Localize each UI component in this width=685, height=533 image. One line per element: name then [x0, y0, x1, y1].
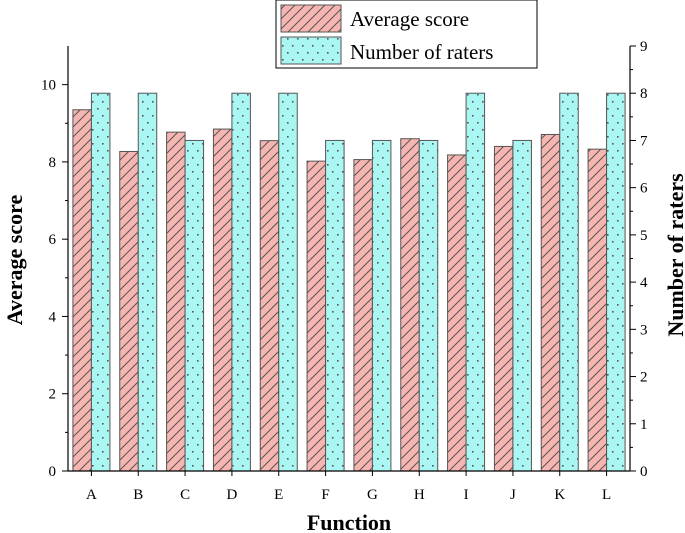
- x-tick-label: L: [602, 487, 611, 503]
- x-tick-label: J: [510, 487, 516, 503]
- legend: Average score Number of raters: [275, 0, 538, 69]
- bar-number-of-raters-E: [278, 92, 298, 472]
- bar-average-score-C: [166, 131, 186, 472]
- y2-tick-label: 1: [640, 417, 648, 433]
- bar-average-score-J: [493, 145, 514, 472]
- legend-swatch-number-of-raters: [280, 36, 342, 65]
- average-score-bars: [72, 109, 608, 472]
- bar-average-score-I: [447, 154, 467, 472]
- bar-average-score-H: [400, 138, 420, 472]
- x-tick-label: C: [180, 487, 190, 503]
- bar-average-score-A: [72, 109, 92, 472]
- bar-number-of-raters-D: [231, 92, 251, 472]
- y2-axis-title: Number of raters: [663, 173, 685, 337]
- y-tick-label: 4: [49, 309, 57, 325]
- bar-number-of-raters-F: [325, 139, 345, 472]
- y-tick-label: 2: [49, 387, 57, 403]
- x-tick-label: H: [414, 487, 425, 503]
- bar-average-score-K: [540, 133, 561, 472]
- y2-tick-label: 4: [640, 275, 648, 291]
- y2-tick-label: 7: [640, 133, 648, 149]
- bar-number-of-raters-J: [512, 139, 532, 472]
- x-tick-label: G: [367, 487, 378, 503]
- bar-average-score-F: [306, 160, 327, 472]
- x-tick-label: D: [226, 487, 237, 503]
- bar-number-of-raters-G: [371, 139, 392, 472]
- bar-average-score-D: [212, 128, 233, 472]
- y2-tick-label: 8: [640, 86, 648, 102]
- bar-number-of-raters-B: [137, 92, 158, 472]
- bar-number-of-raters-C: [184, 139, 205, 472]
- bar-average-score-G: [353, 159, 373, 472]
- x-tick-label: A: [86, 487, 97, 503]
- bar-number-of-raters-H: [418, 139, 439, 472]
- bar-number-of-raters-A: [90, 92, 111, 472]
- x-axis-title: Function: [307, 510, 391, 533]
- legend-label-average-score: Average score: [350, 7, 469, 31]
- y2-tick-label: 0: [640, 464, 648, 480]
- bar-number-of-raters-K: [559, 92, 579, 472]
- x-tick-label: K: [554, 487, 565, 503]
- y2-tick-label: 2: [640, 370, 648, 386]
- x-axis-ticks: A B C D E F G H I J K L: [86, 471, 611, 503]
- legend-swatch-average-score: [280, 4, 342, 33]
- y-tick-label: 0: [49, 464, 57, 480]
- y2-tick-label: 3: [640, 322, 648, 338]
- bar-average-score-L: [587, 148, 608, 472]
- x-tick-label: F: [321, 487, 329, 503]
- legend-label-number-of-raters: Number of raters: [350, 40, 493, 64]
- y2-tick-label: 5: [640, 228, 648, 244]
- y2-tick-label: 6: [640, 181, 648, 197]
- x-tick-label: B: [133, 487, 143, 503]
- bar-average-score-E: [259, 140, 280, 472]
- left-axis-ticks: 0 2 4 6 8 10: [41, 78, 68, 480]
- y-axis-title: Average score: [2, 195, 27, 326]
- y-tick-label: 10: [41, 78, 56, 94]
- bar-number-of-raters-L: [606, 92, 626, 472]
- y2-tick-label: 9: [640, 39, 648, 55]
- y-tick-label: 6: [49, 232, 57, 248]
- right-axis-ticks: 0 1 2 3 4 5 6 7 8 9: [630, 39, 648, 480]
- y-tick-label: 8: [49, 155, 57, 171]
- bar-average-score-B: [119, 150, 139, 472]
- x-tick-label: I: [464, 487, 469, 503]
- x-tick-label: E: [274, 487, 283, 503]
- bar-number-of-raters-I: [465, 92, 486, 472]
